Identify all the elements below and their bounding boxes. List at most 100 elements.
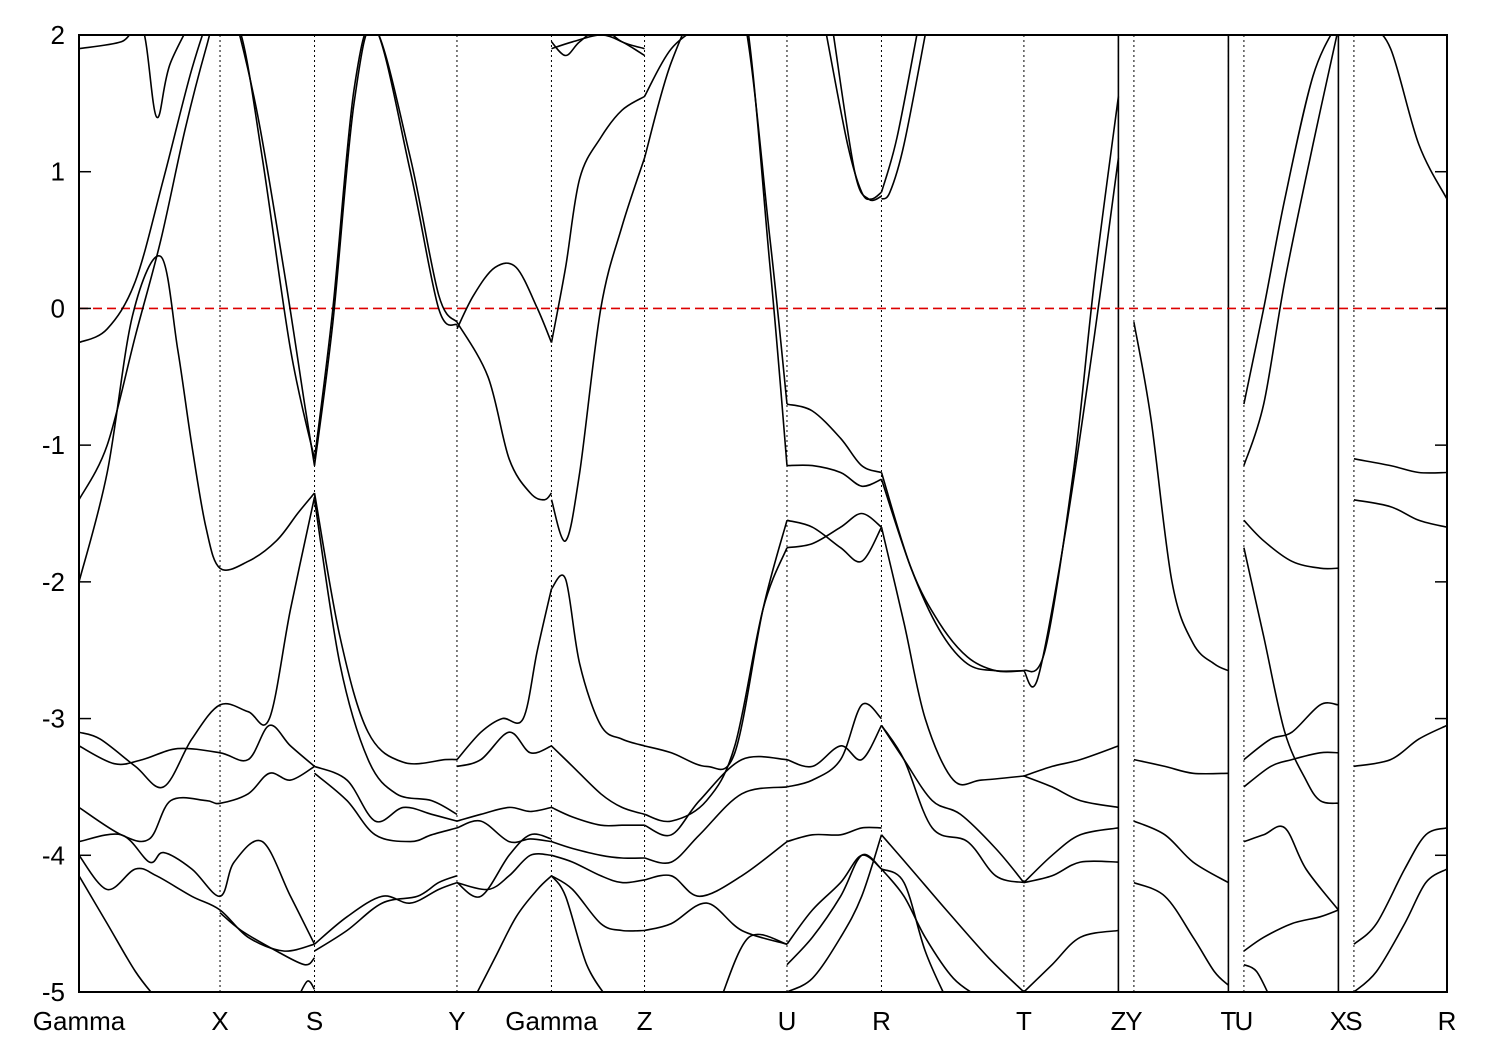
y-tick-label: -3: [42, 704, 65, 734]
band-line: [456, 833, 552, 898]
band-line: [550, 157, 646, 542]
band-line: [1243, 519, 1339, 570]
band-line: [299, 980, 316, 992]
y-tick-label: 1: [51, 157, 65, 187]
band-line: [644, 520, 788, 771]
band-line: [1353, 35, 1447, 200]
band-line: [1133, 758, 1229, 775]
band-line: [79, 724, 316, 768]
band-line: [880, 834, 1025, 992]
band-line: [644, 840, 788, 898]
y-tick-label: -5: [42, 977, 65, 1007]
band-line: [79, 35, 316, 466]
band-line: [550, 875, 604, 992]
band-line: [644, 902, 788, 945]
band-line: [1023, 929, 1119, 992]
band-line: [79, 35, 316, 501]
band-line: [456, 731, 552, 768]
band-line: [313, 499, 458, 816]
band-line: [1353, 724, 1447, 768]
band-line: [456, 588, 553, 761]
band-line: [550, 745, 645, 816]
y-tick-label: 0: [51, 293, 65, 323]
band-line: [832, 35, 882, 202]
band-line: [1133, 881, 1229, 986]
band-line: [219, 912, 316, 966]
x-tick-label: Y: [1125, 1006, 1142, 1036]
band-line: [79, 875, 152, 992]
band-line: [1243, 702, 1339, 761]
band-line: [79, 833, 316, 945]
band-line: [79, 496, 316, 789]
band-line: [550, 574, 645, 747]
band-line: [786, 464, 882, 488]
y-axis: -5 -4 -3 -2 -1 0 1 2: [42, 20, 1447, 1007]
x-tick-label: S: [306, 1006, 323, 1036]
band-line: [551, 35, 645, 57]
band-line: [79, 255, 316, 583]
band-line: [1133, 321, 1229, 672]
band-line: [1023, 827, 1119, 884]
band-line: [1353, 827, 1447, 945]
band-line: [1243, 909, 1339, 952]
band-line: [722, 933, 788, 992]
band-line: [786, 519, 883, 563]
band-line: [786, 702, 883, 788]
band-line: [1353, 458, 1447, 474]
x-tick-label: S: [1345, 1006, 1362, 1036]
x-tick-label: Gamma: [33, 1006, 126, 1036]
band-line: [550, 95, 645, 343]
band-line: [551, 875, 645, 932]
x-tick-label: T: [1016, 1006, 1032, 1036]
band-line: [456, 321, 553, 501]
x-tick-label: R: [872, 1006, 891, 1036]
x-tick-label: Gamma: [505, 1006, 598, 1036]
energy-bands: [79, 35, 1447, 992]
x-tick-label: R: [1438, 1006, 1457, 1036]
band-line: [1353, 499, 1447, 528]
x-tick-label: Z: [1110, 1006, 1126, 1036]
band-line: [314, 765, 458, 823]
x-axis: Gamma X S Y Gamma Z U R T ZY TU XS R: [33, 1006, 1457, 1036]
band-line: [786, 834, 883, 992]
x-tick-label: X: [211, 1006, 228, 1036]
band-line: [786, 724, 883, 768]
band-line: [79, 35, 185, 119]
band-line: [476, 875, 553, 992]
x-tick-label: U: [778, 1006, 797, 1036]
band-line: [786, 403, 882, 474]
segment-breaks: [1117, 35, 1340, 992]
band-line: [1133, 820, 1229, 884]
y-tick-label: -4: [42, 840, 65, 870]
band-line: [1353, 868, 1447, 992]
band-line: [880, 868, 973, 992]
x-tick-label: T: [1220, 1006, 1236, 1036]
band-line: [456, 853, 552, 891]
band-line: [456, 262, 553, 343]
band-line: [643, 35, 788, 405]
band-line: [644, 547, 788, 823]
band-line: [456, 819, 552, 844]
band-line: [313, 772, 458, 843]
x-tick-label: Y: [448, 1006, 465, 1036]
band-line: [880, 35, 918, 193]
band-line: [786, 826, 882, 843]
band-line: [1243, 547, 1339, 805]
band-line: [786, 854, 883, 945]
band-line: [551, 854, 645, 884]
band-line: [644, 755, 788, 837]
band-line: [551, 806, 645, 827]
band-line: [880, 35, 926, 200]
band-line: [79, 765, 315, 843]
band-line: [880, 527, 1024, 786]
band-line: [881, 868, 945, 992]
band-line: [786, 853, 883, 966]
band-line: [1243, 825, 1340, 911]
y-tick-label: 2: [51, 20, 65, 50]
band-line: [313, 35, 458, 459]
band-line: [644, 786, 788, 865]
band-line: [1023, 745, 1119, 777]
band-line: [1023, 860, 1119, 884]
